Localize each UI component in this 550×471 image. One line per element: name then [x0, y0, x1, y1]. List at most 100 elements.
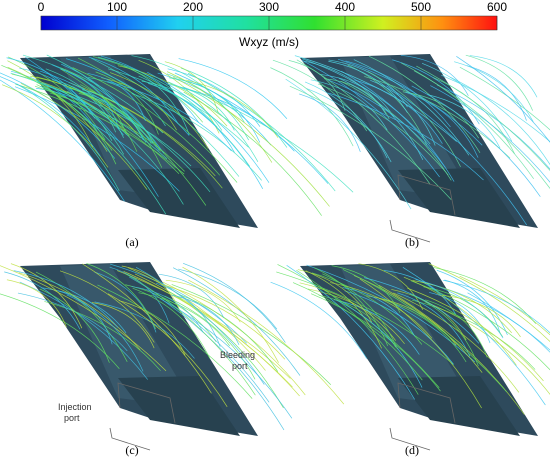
- streamline: [379, 298, 467, 363]
- streamline: [86, 263, 156, 330]
- streamline: [363, 277, 480, 344]
- streamline: [289, 85, 452, 200]
- panel-label: (b): [405, 235, 419, 249]
- colorbar-tick-label: 300: [259, 0, 279, 14]
- streamline: [400, 54, 469, 96]
- streamline: [174, 72, 329, 184]
- streamline: [22, 54, 164, 134]
- streamline: [328, 92, 484, 181]
- streamline: [328, 60, 408, 113]
- streamline: [0, 265, 167, 372]
- streamline: [4, 271, 81, 330]
- streamline: [97, 284, 253, 399]
- streamline: [60, 67, 127, 135]
- streamline: [182, 266, 279, 363]
- streamline: [306, 88, 392, 163]
- streamline: [465, 54, 533, 111]
- port-outline: [397, 382, 456, 424]
- streamline: [318, 294, 397, 348]
- streamline: [35, 271, 128, 362]
- streamline: [107, 68, 249, 148]
- port-outline: [109, 427, 151, 451]
- streamline: [415, 279, 504, 339]
- streamline: [34, 85, 180, 174]
- streamline: [459, 66, 550, 131]
- streamline: [92, 56, 204, 123]
- streamline: [292, 282, 423, 381]
- streamline: [19, 67, 96, 119]
- streamline: [10, 72, 168, 160]
- streamline: [286, 265, 415, 400]
- streamline: [171, 284, 332, 386]
- colorbar-tick-label: 0: [38, 0, 45, 14]
- streamline: [411, 299, 536, 370]
- streamline: [97, 56, 218, 128]
- streamline: [135, 267, 265, 385]
- streamline: [107, 81, 232, 152]
- streamline: [165, 279, 241, 323]
- port-outline: [397, 174, 456, 216]
- streamline: [304, 81, 388, 159]
- streamline: [296, 269, 419, 395]
- streamline: [358, 263, 424, 310]
- streamline: [430, 85, 550, 183]
- streamline: [67, 90, 184, 205]
- streamline: [342, 287, 415, 337]
- streamline: [82, 89, 154, 144]
- streamline: [110, 263, 247, 344]
- streamline: [66, 86, 138, 152]
- streamline: [416, 65, 550, 171]
- streamline: [400, 62, 534, 180]
- streamline: [429, 292, 491, 344]
- streamline: [270, 67, 354, 147]
- streamline: [168, 81, 259, 163]
- streamline: [131, 286, 204, 333]
- streamline: [44, 301, 161, 371]
- streamline: [66, 294, 144, 372]
- streamline: [313, 267, 389, 346]
- annotation: port: [64, 413, 80, 423]
- colorbar-tick-label: 400: [335, 0, 355, 14]
- colorbar-label: Wxyz (m/s): [239, 35, 299, 49]
- streamline: [330, 282, 433, 339]
- streamline: [178, 268, 278, 330]
- streamline: [402, 267, 546, 406]
- panel: (b): [270, 54, 550, 249]
- colorbar-tick-label: 500: [411, 0, 431, 14]
- streamline: [13, 270, 119, 328]
- streamline: [277, 264, 440, 388]
- streamline: [87, 72, 146, 121]
- streamline: [46, 85, 192, 167]
- streamline: [19, 281, 148, 380]
- streamline: [311, 272, 423, 345]
- streamline: [89, 90, 223, 189]
- streamline: [45, 68, 124, 138]
- streamline: [7, 66, 108, 152]
- streamline: [172, 76, 330, 207]
- streamline: [327, 79, 446, 168]
- streamline: [342, 269, 508, 393]
- streamline: [294, 55, 457, 142]
- annotation: Injection: [58, 402, 92, 412]
- port-outline: [389, 427, 431, 451]
- streamline: [188, 279, 345, 405]
- streamline: [405, 91, 479, 158]
- annotation: port: [232, 361, 248, 371]
- streamline: [0, 76, 101, 157]
- streamline: [183, 262, 286, 343]
- streamline: [270, 281, 368, 359]
- streamline: [403, 276, 517, 366]
- streamline: [466, 65, 527, 121]
- streamline: [432, 77, 515, 154]
- streamline: [164, 295, 256, 380]
- blade: [118, 168, 240, 228]
- streamline: [57, 290, 113, 345]
- streamline: [91, 302, 155, 349]
- streamline: [40, 85, 125, 155]
- streamline: [185, 79, 279, 138]
- streamline: [29, 75, 136, 133]
- streamline: [370, 79, 436, 146]
- streamline: [443, 279, 550, 334]
